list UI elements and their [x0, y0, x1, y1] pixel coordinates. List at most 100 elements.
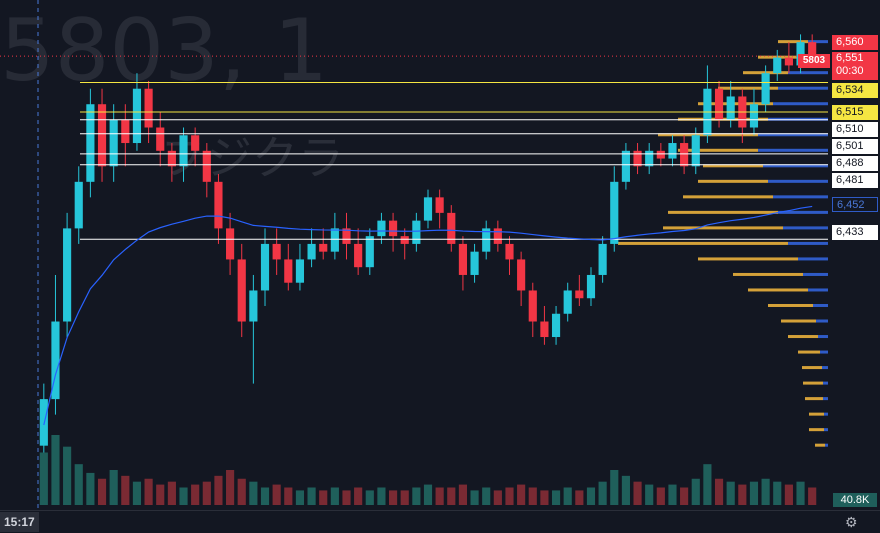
level-tag-6488: 6,488	[832, 156, 878, 171]
candle-body	[435, 197, 444, 213]
volume-bar	[458, 484, 467, 505]
candle-body	[86, 104, 95, 182]
candle-body	[412, 220, 421, 244]
profile-bar-orange	[663, 226, 783, 230]
candle-body	[575, 290, 584, 299]
candle-body	[610, 181, 619, 244]
profile-bar-orange	[718, 86, 778, 90]
time-axis[interactable]	[0, 510, 880, 533]
volume-bar	[726, 481, 735, 505]
volume-bar	[307, 487, 316, 505]
candle-body	[272, 243, 281, 260]
candle-body	[202, 150, 211, 182]
candle-body	[400, 236, 409, 244]
profile-bar-blue	[788, 71, 828, 75]
candle-body	[260, 243, 270, 291]
candle-body	[447, 212, 456, 244]
last-price-tag: 6,551 00:30	[832, 52, 878, 80]
profile-bar-blue	[783, 226, 828, 230]
candle-body	[307, 243, 316, 260]
candle-body	[74, 181, 83, 229]
profile-bar-orange	[618, 241, 788, 245]
volume-bar	[493, 490, 502, 505]
volume-bar	[389, 490, 398, 505]
symbol-watermark: 5803, 1	[0, 1, 329, 101]
volume-bar	[226, 470, 235, 505]
volume-bar	[749, 481, 759, 505]
profile-bar-blue	[803, 272, 828, 276]
volume-bar	[808, 487, 817, 505]
candle-body	[389, 220, 398, 237]
profile-bar-blue	[758, 148, 828, 152]
profile-bar-orange	[698, 257, 798, 261]
candle-body	[714, 88, 724, 120]
candle-body	[51, 321, 60, 400]
profile-bar-orange	[781, 319, 816, 323]
profile-bar-orange	[668, 210, 778, 214]
volume-bar	[575, 490, 584, 505]
candle-body	[144, 88, 153, 128]
volume-bar	[191, 484, 200, 505]
volume-bar	[109, 470, 118, 505]
profile-bar-orange	[805, 397, 823, 401]
candle-body	[598, 243, 607, 275]
candle-body	[295, 259, 305, 283]
profile-bar-blue	[778, 86, 828, 90]
volume-bar	[342, 490, 351, 505]
volume-bar	[470, 490, 479, 505]
volume-bar	[295, 490, 305, 505]
candle-body	[284, 259, 293, 283]
profile-bar-blue	[768, 179, 828, 183]
level-tag-6481: 6,481	[832, 173, 878, 188]
volume-bar	[551, 490, 561, 505]
candle-body	[808, 42, 817, 57]
candle-body	[109, 119, 118, 167]
candle-body	[784, 57, 793, 66]
volume-bar	[97, 478, 107, 505]
profile-bar-blue	[825, 443, 828, 447]
volume-bar	[645, 484, 654, 505]
candle-body	[633, 150, 642, 167]
volume-bar	[260, 487, 270, 505]
volume-bar	[621, 475, 630, 505]
candle-body	[621, 150, 630, 182]
profile-bar-orange	[758, 55, 798, 59]
vwap-line	[43, 205, 813, 426]
candle-body	[726, 96, 735, 120]
profile-bar-orange	[698, 179, 768, 183]
candle-body	[761, 73, 770, 105]
volume-bar	[796, 481, 805, 505]
volume-bar	[179, 487, 188, 505]
gear-icon[interactable]: ⚙	[845, 514, 858, 530]
profile-bar-blue	[818, 335, 828, 339]
volume-bar	[74, 464, 83, 505]
volume-bar	[354, 487, 363, 505]
candle-body	[796, 42, 805, 66]
volume-bar	[505, 487, 514, 505]
candle-body	[540, 321, 549, 338]
profile-bar-orange	[809, 428, 824, 432]
candle-body	[645, 150, 654, 167]
volume-bar	[214, 475, 223, 505]
candle-body	[493, 228, 502, 244]
candle-body	[237, 259, 246, 322]
level-tag-6501: 6,501	[832, 139, 878, 154]
profile-bar-orange	[778, 40, 808, 44]
candle-body	[551, 313, 561, 338]
profile-bar-orange	[733, 272, 803, 276]
volume-bar	[132, 481, 142, 505]
candle-body	[470, 251, 479, 275]
volume-bar	[563, 487, 572, 505]
candle-body	[773, 57, 782, 74]
volume-bar	[633, 481, 642, 505]
volume-bar	[144, 478, 153, 505]
candle-body	[97, 104, 107, 167]
candle-body	[342, 228, 351, 244]
volume-bar	[272, 484, 281, 505]
volume-bar	[517, 484, 526, 505]
volume-bar	[423, 484, 433, 505]
volume-bar	[86, 472, 95, 505]
candle-body	[668, 143, 677, 159]
